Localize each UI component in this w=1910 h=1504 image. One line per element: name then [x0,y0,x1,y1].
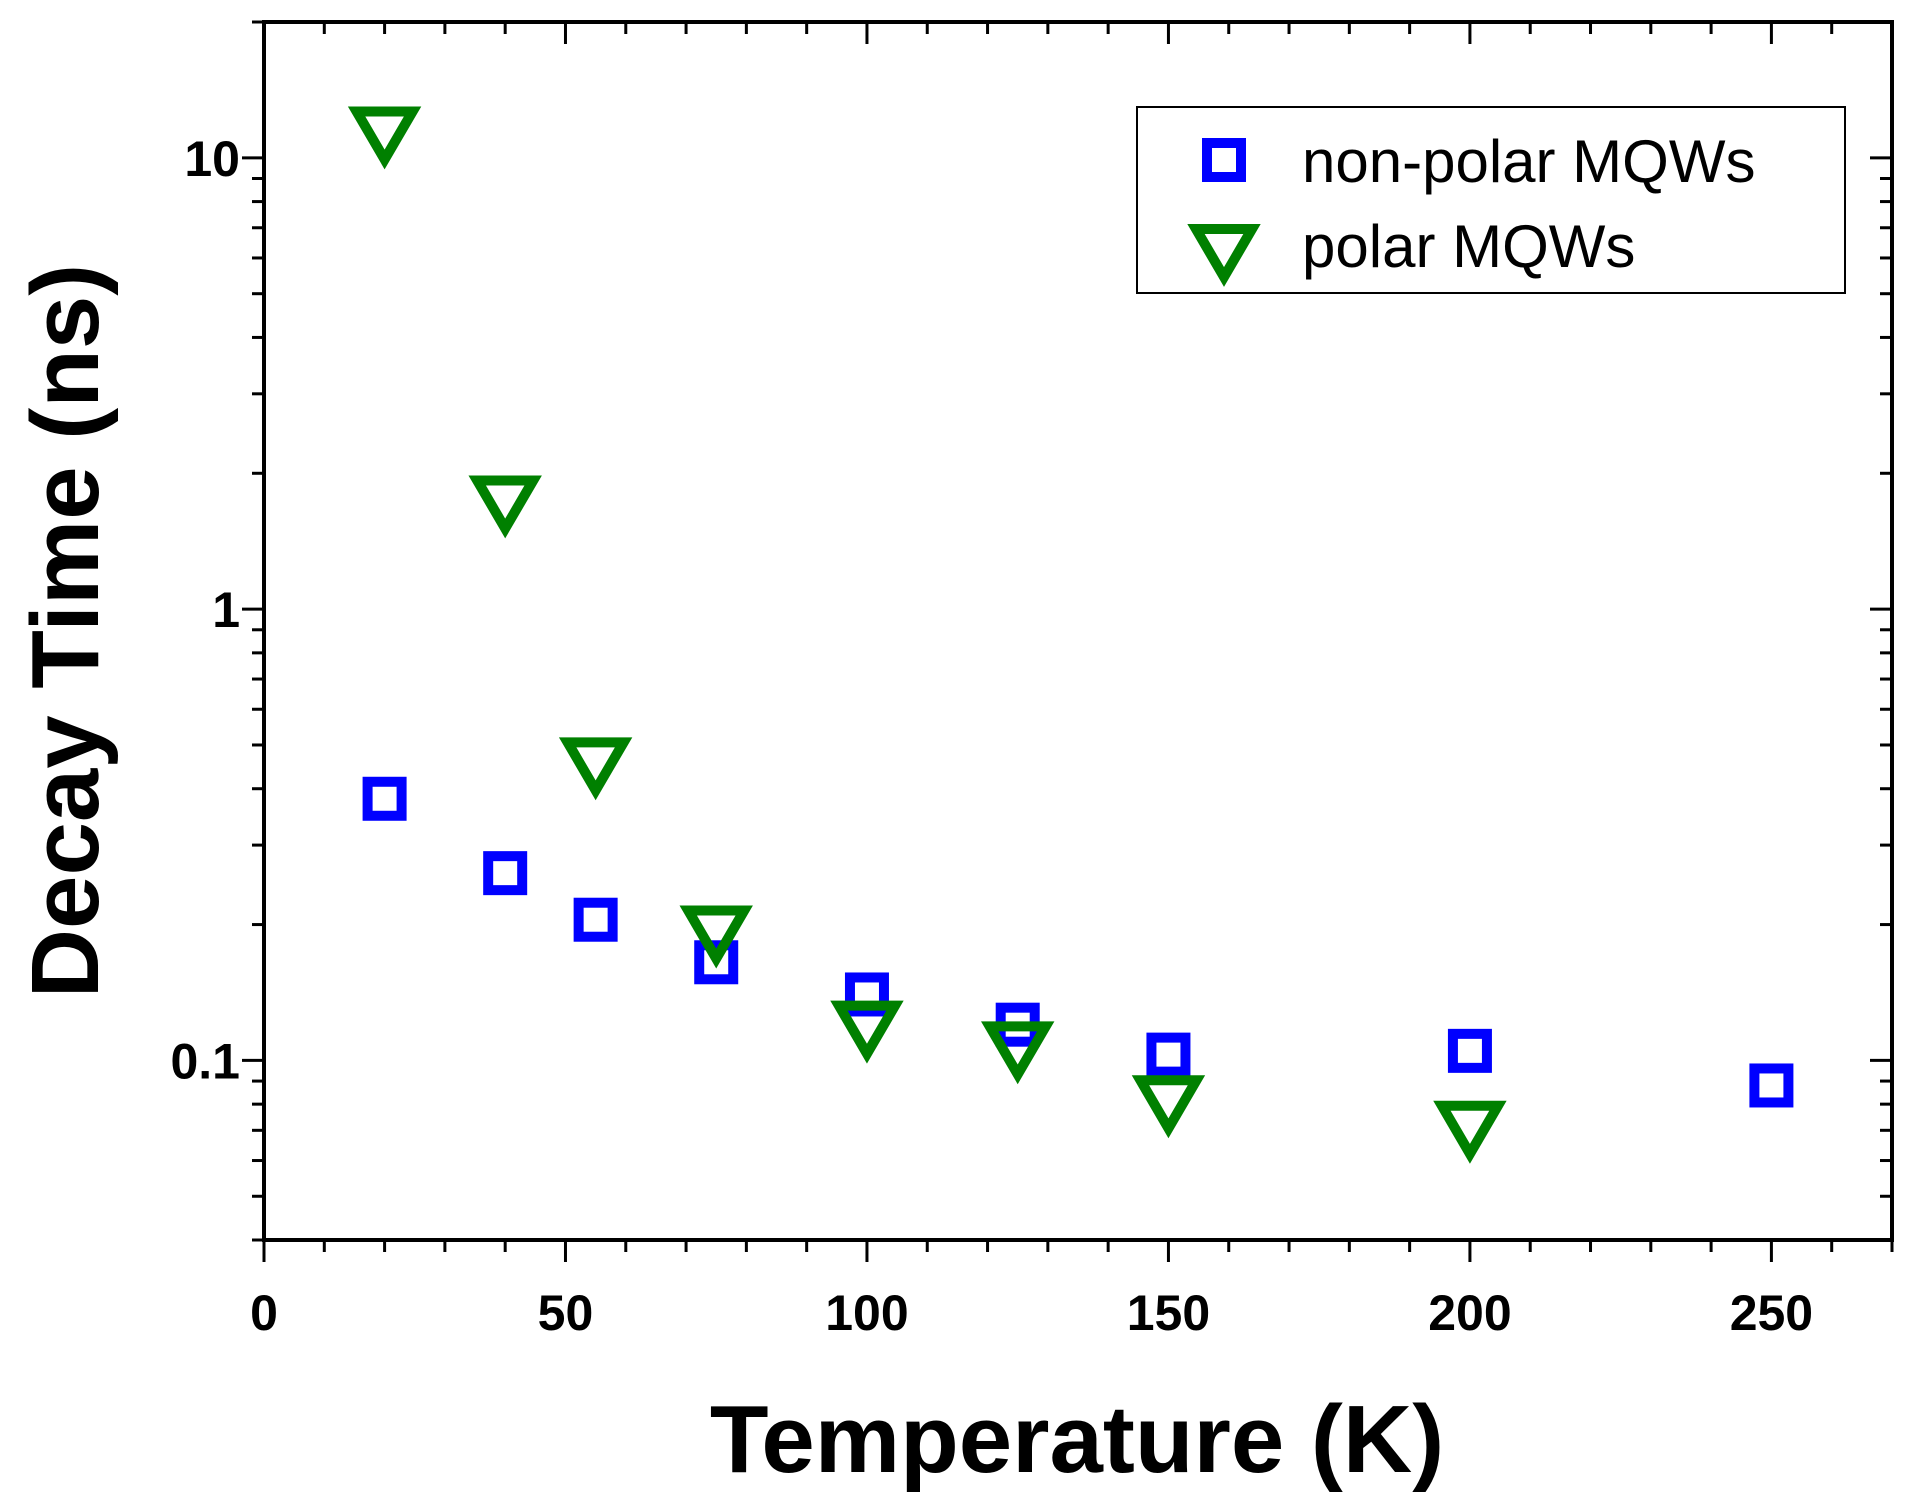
data-point-polar [980,1021,1055,1085]
data-point-non-polar [362,776,407,821]
x-tick-label: 250 [1730,1285,1813,1341]
x-axis-title: Temperature (K) [710,1386,1444,1493]
legend-triangle-marker [1187,224,1261,287]
data-point-non-polar [1447,1028,1492,1073]
data-point-non-polar [483,851,528,896]
y-axis-title: Decay Time (ns) [12,264,119,999]
legend-label-non-polar: non-polar MQWs [1302,128,1755,195]
x-tick-label: 150 [1127,1285,1210,1341]
y-tick-label: 0.1 [170,1033,240,1089]
x-tick-labels: 0 50 100 150 200 250 [250,1285,1813,1341]
legend-label-polar: polar MQWs [1302,213,1635,280]
x-tick-label: 50 [538,1285,594,1341]
data-point-polar [679,905,753,969]
legend-marker-non-polar [1202,138,1246,182]
plot-area-frame [262,20,1894,1242]
data-point-polar [1131,1075,1206,1139]
data-point-non-polar [844,972,889,1017]
data-point-non-polar [573,897,618,942]
legend-square-marker [1202,138,1246,182]
data-point-non-polar [694,940,739,985]
y-tick-label: 10 [184,131,240,187]
x-tick-label: 100 [825,1285,908,1341]
y-tick-label: 1 [212,582,240,638]
data-point-non-polar [1749,1063,1794,1108]
data-markers [347,106,1794,1164]
data-point-non-polar [1146,1032,1191,1077]
legend-marker-polar [1187,224,1261,287]
data-point-polar [830,1000,904,1064]
x-tick-label: 200 [1428,1285,1511,1341]
data-point-polar [347,106,422,170]
data-point-polar [1433,1100,1507,1164]
legend-box [1136,106,1846,294]
data-point-polar [468,475,542,539]
y-tick-labels: 0.1 1 10 [170,131,240,1090]
legend: non-polar MQWs polar MQWs [1136,106,1846,294]
x-tick-label: 0 [250,1285,278,1341]
data-point-polar [558,737,633,801]
